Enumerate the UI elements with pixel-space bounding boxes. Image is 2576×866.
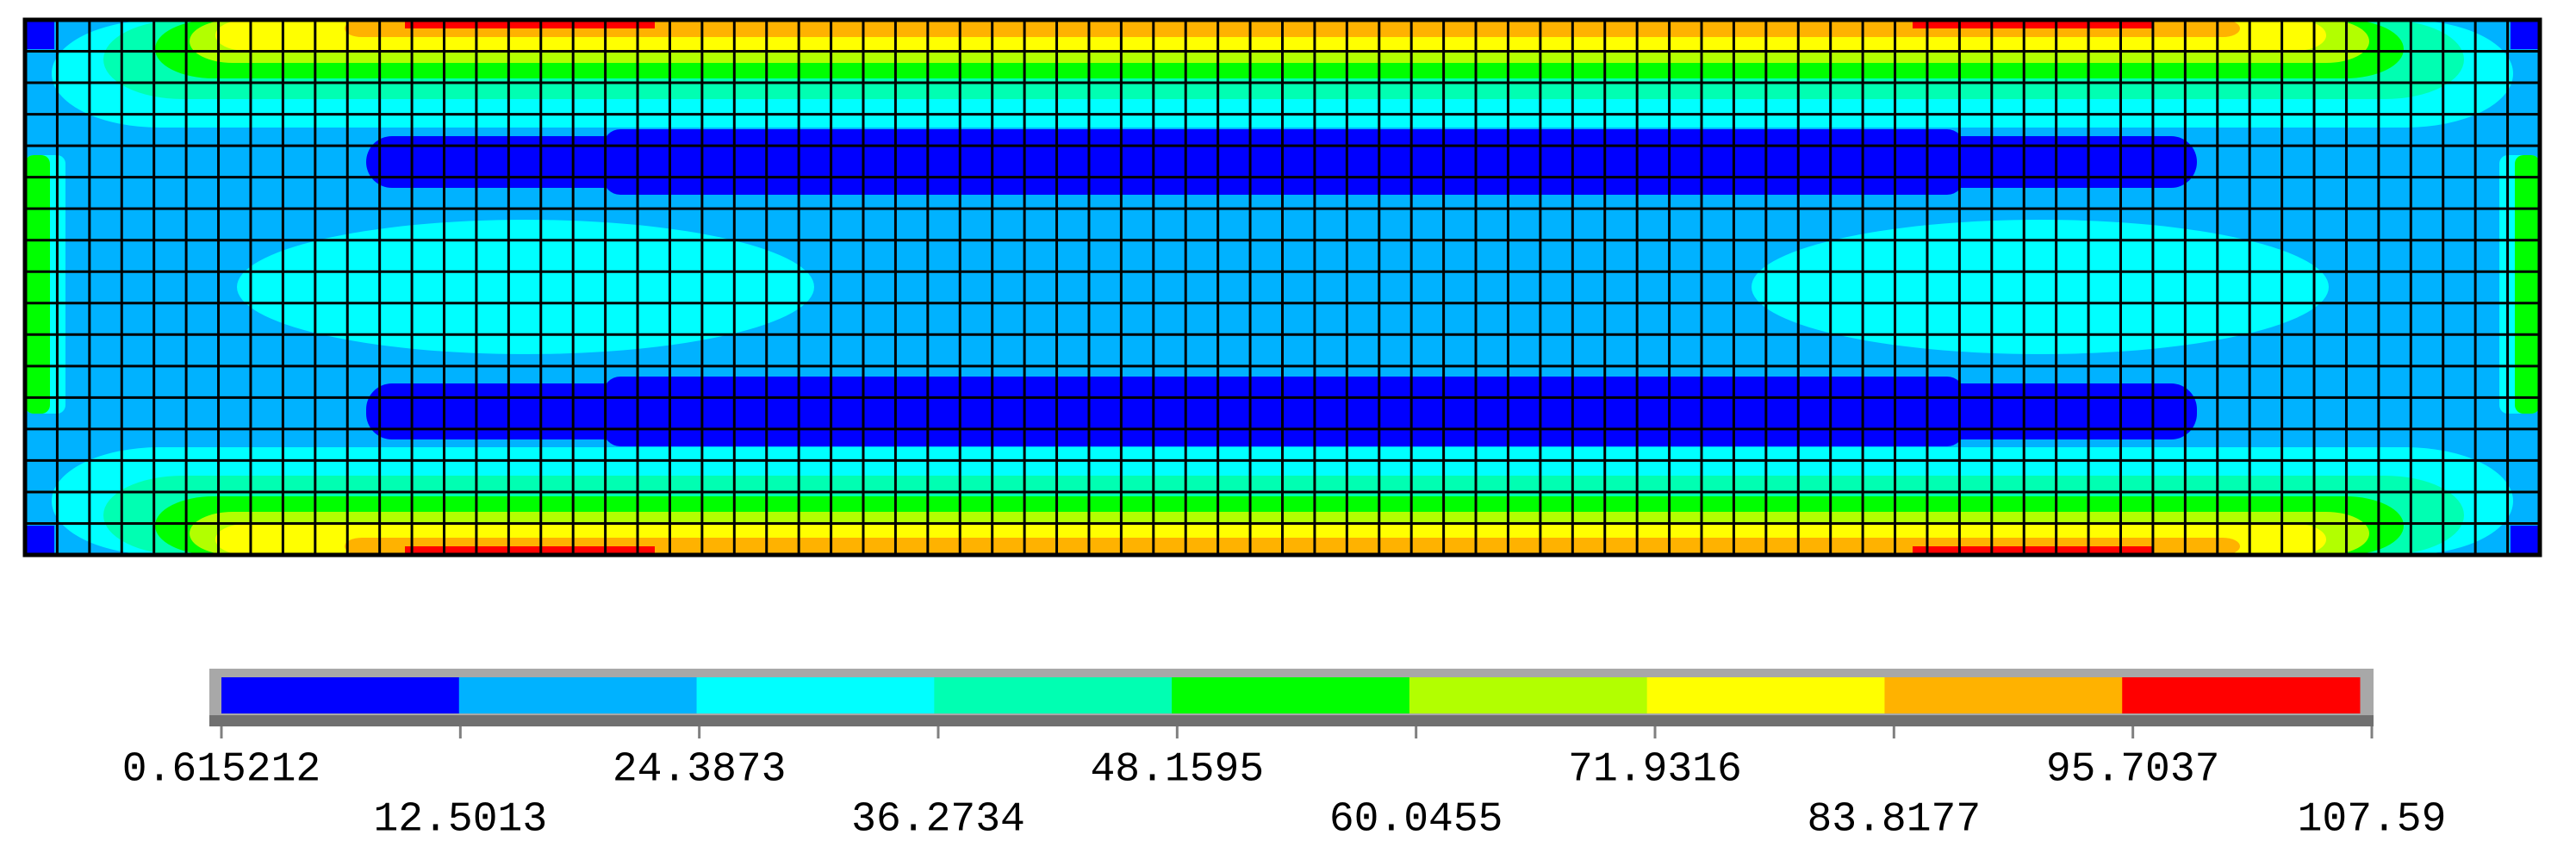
corner-band bbox=[25, 20, 54, 49]
corner-band bbox=[2511, 20, 2540, 49]
tick-label: 12.5013 bbox=[374, 797, 548, 844]
color-legend: 0.615212 12.5013 24.3873 36.2734 48.1595 60.0… bbox=[122, 669, 2447, 844]
legend-swatch bbox=[1409, 677, 1648, 713]
corner-band bbox=[2511, 526, 2540, 555]
tick-label: 95.7037 bbox=[2046, 747, 2220, 794]
legend-swatch bbox=[2122, 677, 2361, 713]
field-border bbox=[22, 17, 2542, 558]
tick-label: 83.8177 bbox=[1808, 797, 1982, 844]
tick-label: 71.9316 bbox=[1568, 747, 1742, 794]
contour-band bbox=[1913, 546, 2154, 555]
legend-swatch bbox=[696, 677, 935, 713]
tick-label: 48.1595 bbox=[1091, 747, 1265, 794]
tick-label: 60.0455 bbox=[1329, 797, 1503, 844]
legend-swatch bbox=[1884, 677, 2123, 713]
legend-swatch bbox=[458, 677, 698, 713]
contour-band bbox=[405, 20, 655, 28]
legend-swatch bbox=[1646, 677, 1885, 713]
contour-band bbox=[1913, 20, 2154, 28]
contour-band bbox=[25, 155, 50, 414]
corner-band bbox=[25, 526, 54, 555]
legend-swatch bbox=[221, 677, 460, 713]
legend-swatch bbox=[934, 677, 1173, 713]
tick-label: 36.2734 bbox=[851, 797, 1025, 844]
tick-label: 24.3873 bbox=[613, 747, 787, 794]
contour-band bbox=[405, 546, 655, 555]
tick-label: 0.615212 bbox=[122, 747, 320, 794]
contour-band bbox=[2515, 155, 2540, 414]
contour-field bbox=[22, 17, 2542, 558]
legend-frame-shade bbox=[209, 715, 2374, 726]
tick-label: 107.59 bbox=[2298, 797, 2447, 844]
legend-swatch bbox=[1172, 677, 1410, 713]
